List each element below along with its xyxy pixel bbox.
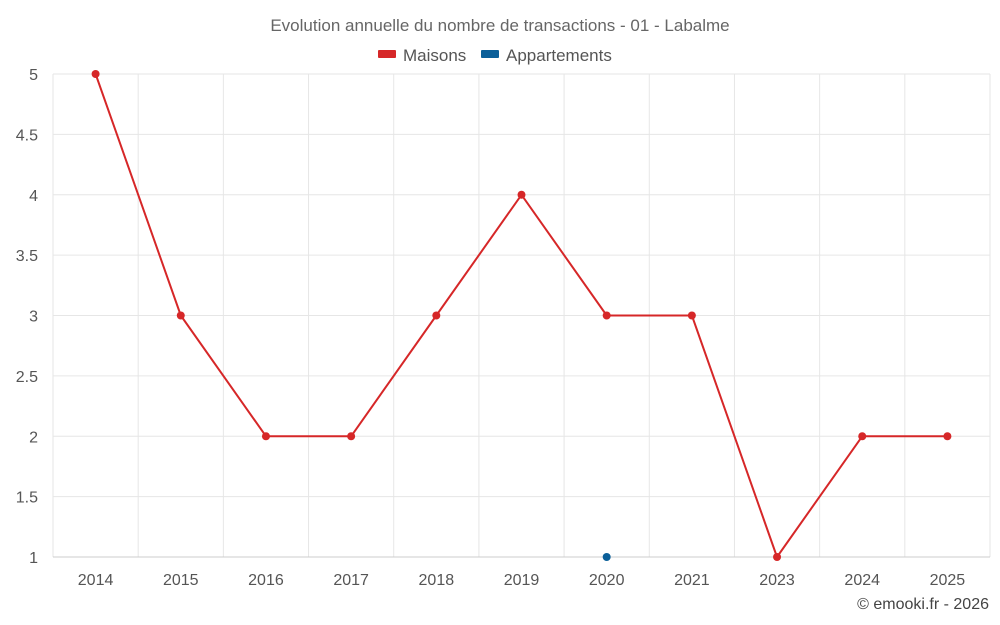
legend-label-maisons: Maisons [403, 46, 466, 65]
legend: Maisons Appartements [378, 46, 612, 65]
y-tick-label: 1.5 [16, 490, 38, 507]
legend-swatch-appartements [481, 50, 499, 58]
x-tick-label: 2021 [674, 572, 710, 589]
x-axis: 2014 2015 2016 2017 2018 2019 2020 2021 2023 2024… [53, 556, 990, 589]
data-point-maisons[interactable] [517, 190, 526, 199]
data-point-maisons[interactable] [347, 432, 356, 441]
data-point-maisons[interactable] [773, 553, 782, 561]
credit-text: © emooki.fr - 2026 [857, 596, 989, 613]
data-point-maisons[interactable] [943, 432, 952, 441]
x-tick-label: 2017 [333, 572, 369, 589]
x-tick-label: 2024 [844, 572, 880, 589]
x-tick-label: 2018 [419, 572, 455, 589]
data-point-maisons[interactable] [176, 311, 185, 320]
x-tick-label: 2020 [589, 572, 625, 589]
y-tick-label: 3.5 [16, 248, 38, 265]
plot-area [91, 70, 952, 561]
data-point-maisons[interactable] [687, 311, 696, 320]
grid [52, 73, 991, 558]
x-tick-label: 2019 [504, 572, 540, 589]
data-point-maisons[interactable] [602, 311, 611, 320]
y-tick-label: 5 [29, 67, 38, 84]
y-tick-label: 4 [29, 188, 38, 205]
data-point-maisons[interactable] [432, 311, 441, 320]
legend-label-appartements: Appartements [506, 46, 612, 65]
data-point-maisons[interactable] [91, 70, 100, 78]
legend-swatch-maisons [378, 50, 396, 58]
x-tick-label: 2014 [78, 572, 114, 589]
data-point-maisons[interactable] [261, 432, 270, 441]
y-tick-label: 1 [29, 550, 38, 567]
y-tick-label: 3 [29, 309, 38, 326]
legend-item-appartements[interactable]: Appartements [481, 46, 612, 65]
y-tick-label: 2.5 [16, 369, 38, 386]
y-tick-label: 2 [29, 429, 38, 446]
legend-item-maisons[interactable]: Maisons [378, 46, 466, 65]
y-axis: 5 4.5 4 3.5 3 2.5 2 1.5 1 [16, 67, 38, 567]
y-tick-label: 4.5 [16, 127, 38, 144]
x-tick-label: 2023 [759, 572, 795, 589]
x-tick-label: 2015 [163, 572, 199, 589]
chart-title: Evolution annuelle du nombre de transact… [270, 16, 729, 35]
x-tick-label: 2025 [930, 572, 966, 589]
data-point-maisons[interactable] [858, 432, 867, 441]
data-point-appartements[interactable] [602, 553, 611, 561]
x-tick-label: 2016 [248, 572, 284, 589]
